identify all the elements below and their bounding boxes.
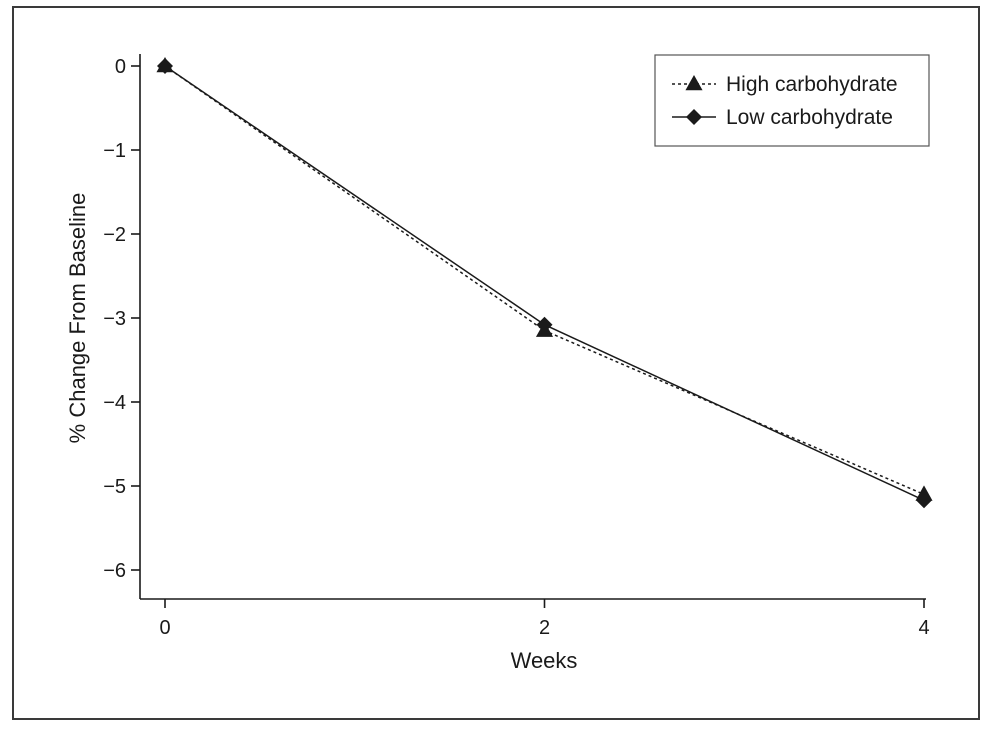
x-tick-label: 0 bbox=[159, 617, 170, 639]
legend-entry: High carbohydrate bbox=[672, 73, 898, 96]
legend-diamond-icon bbox=[686, 109, 702, 125]
y-axis-title: % Change From Baseline bbox=[65, 193, 90, 444]
series-low-carbohydrate bbox=[157, 58, 932, 509]
y-tick-label: −3 bbox=[103, 308, 126, 330]
legend-label: Low carbohydrate bbox=[726, 106, 893, 129]
series-layer bbox=[156, 57, 933, 509]
x-axis-title: Weeks bbox=[511, 648, 578, 673]
x-tick-label: 2 bbox=[539, 617, 550, 639]
y-tick-label: −2 bbox=[103, 224, 126, 246]
data-point-diamond bbox=[536, 316, 553, 333]
legend-triangle-icon bbox=[685, 75, 703, 91]
data-point-diamond bbox=[916, 492, 932, 509]
x-tick-label: 4 bbox=[918, 617, 929, 639]
legend-label: High carbohydrate bbox=[726, 73, 898, 96]
data-point-diamond bbox=[157, 58, 173, 74]
y-tick-label: −4 bbox=[103, 392, 126, 414]
legend-box bbox=[654, 54, 930, 147]
legend: High carbohydrate Low carbohydrate bbox=[654, 54, 930, 147]
y-tick-label: 0 bbox=[115, 56, 126, 78]
y-tick-label: −1 bbox=[103, 140, 126, 162]
y-tick-label: −5 bbox=[103, 476, 126, 498]
axes: 0 −1 −2 −3 −4 −5 −6 0 2 4 bbox=[103, 54, 930, 639]
legend-entry: Low carbohydrate bbox=[672, 106, 893, 129]
y-tick-label: −6 bbox=[103, 560, 126, 582]
